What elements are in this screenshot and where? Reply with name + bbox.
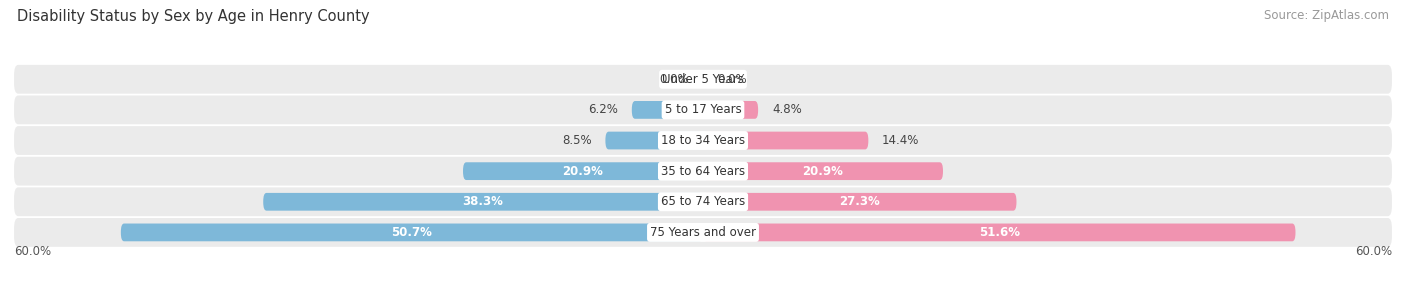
Text: 65 to 74 Years: 65 to 74 Years — [661, 195, 745, 208]
FancyBboxPatch shape — [121, 223, 703, 241]
Text: 8.5%: 8.5% — [562, 134, 592, 147]
Text: 20.9%: 20.9% — [803, 165, 844, 178]
FancyBboxPatch shape — [14, 157, 1392, 185]
FancyBboxPatch shape — [14, 218, 1392, 247]
FancyBboxPatch shape — [703, 223, 1295, 241]
FancyBboxPatch shape — [14, 126, 1392, 155]
Text: 35 to 64 Years: 35 to 64 Years — [661, 165, 745, 178]
FancyBboxPatch shape — [703, 193, 1017, 211]
Text: 4.8%: 4.8% — [772, 103, 801, 116]
Text: 38.3%: 38.3% — [463, 195, 503, 208]
FancyBboxPatch shape — [14, 187, 1392, 216]
Text: 18 to 34 Years: 18 to 34 Years — [661, 134, 745, 147]
FancyBboxPatch shape — [606, 132, 703, 149]
FancyBboxPatch shape — [703, 162, 943, 180]
FancyBboxPatch shape — [703, 101, 758, 119]
FancyBboxPatch shape — [463, 162, 703, 180]
FancyBboxPatch shape — [14, 65, 1392, 94]
Text: 5 to 17 Years: 5 to 17 Years — [665, 103, 741, 116]
Text: 51.6%: 51.6% — [979, 226, 1019, 239]
Text: Source: ZipAtlas.com: Source: ZipAtlas.com — [1264, 9, 1389, 22]
Text: 27.3%: 27.3% — [839, 195, 880, 208]
Text: 20.9%: 20.9% — [562, 165, 603, 178]
Text: 6.2%: 6.2% — [588, 103, 619, 116]
Text: Disability Status by Sex by Age in Henry County: Disability Status by Sex by Age in Henry… — [17, 9, 370, 24]
FancyBboxPatch shape — [14, 95, 1392, 124]
FancyBboxPatch shape — [263, 193, 703, 211]
FancyBboxPatch shape — [631, 101, 703, 119]
Text: 0.0%: 0.0% — [717, 73, 747, 86]
Text: 50.7%: 50.7% — [391, 226, 433, 239]
FancyBboxPatch shape — [703, 132, 869, 149]
Text: 14.4%: 14.4% — [882, 134, 920, 147]
Text: Under 5 Years: Under 5 Years — [662, 73, 744, 86]
Text: 0.0%: 0.0% — [659, 73, 689, 86]
Text: 60.0%: 60.0% — [1355, 245, 1392, 258]
Text: 60.0%: 60.0% — [14, 245, 51, 258]
Text: 75 Years and over: 75 Years and over — [650, 226, 756, 239]
